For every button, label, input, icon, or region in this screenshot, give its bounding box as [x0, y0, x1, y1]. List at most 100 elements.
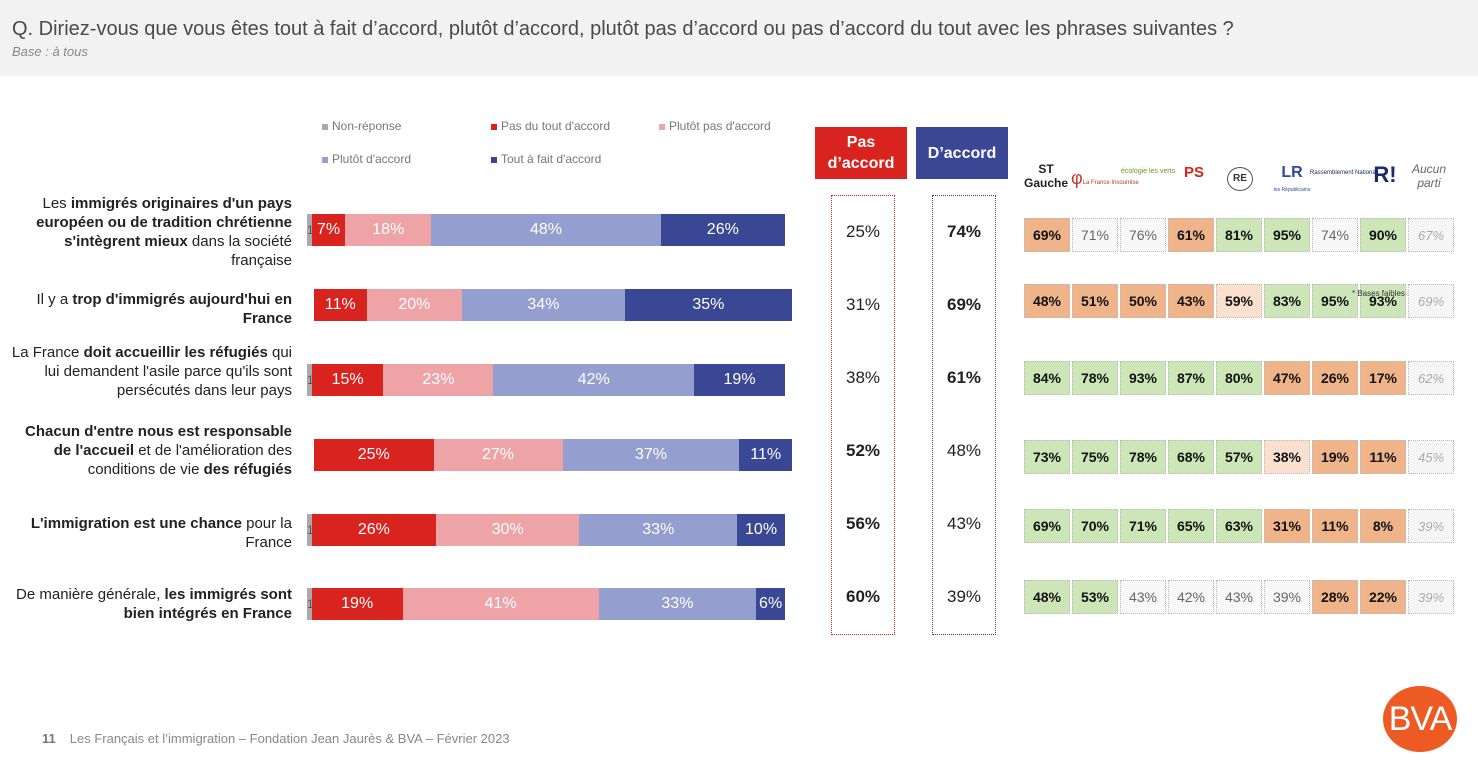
- party-cell: 90%: [1360, 218, 1406, 252]
- bar-segment: 10%: [737, 514, 785, 546]
- party-cell: 74%: [1312, 218, 1358, 252]
- stacked-bar: 1%15%23%42%19%: [307, 364, 792, 396]
- pas-daccord-header: Pas d’accord: [815, 127, 907, 179]
- party-cell: 69%: [1024, 509, 1070, 543]
- party-ps: PS: [1183, 164, 1204, 181]
- footer: 11 Les Français et l’immigration – Fondat…: [42, 731, 510, 746]
- party-cell: 63%: [1216, 509, 1262, 543]
- row-label-3: La France doit accueillir les réfugiés q…: [11, 344, 292, 399]
- party-st-gauche: ST Gauche: [1023, 162, 1068, 190]
- page-number: 11: [42, 731, 56, 746]
- bar-segment: 30%: [436, 514, 580, 546]
- pas-daccord-value: 31%: [845, 295, 881, 314]
- party-cell: 28%: [1312, 580, 1358, 614]
- legend-label: Pas du tout d'accord: [501, 119, 611, 133]
- pas-daccord-value: 60%: [845, 587, 881, 606]
- footer-text: Les Français et l’immigration – Fondatio…: [69, 731, 510, 746]
- party-cell: 78%: [1120, 440, 1166, 474]
- party-cell: 95%: [1264, 218, 1310, 252]
- party-rn: Rassemblement National: [1310, 170, 1378, 176]
- base-subtitle: Base : à tous: [12, 44, 88, 59]
- pas-daccord-value: 52%: [845, 441, 881, 460]
- daccord-value: 61%: [946, 368, 982, 387]
- party-cell: 43%: [1216, 580, 1262, 614]
- party-cell: 61%: [1168, 218, 1214, 252]
- party-cell: 71%: [1120, 509, 1166, 543]
- pas-daccord-value: 25%: [845, 222, 881, 241]
- stacked-bar: 11% 20% 34% 35%: [314, 289, 792, 321]
- legend-swatch: [491, 156, 497, 163]
- party-cell: 80%: [1216, 361, 1262, 395]
- party-cell: 53%: [1072, 580, 1118, 614]
- party-rec: R!: [1373, 162, 1397, 187]
- daccord-value: 74%: [946, 222, 982, 241]
- row-label-1: Les immigrés originaires d'un pays europ…: [36, 195, 292, 269]
- party-cell: 11%: [1360, 440, 1406, 474]
- daccord-value: 43%: [946, 514, 982, 533]
- party-cell: 45%: [1408, 440, 1454, 474]
- party-cell: 26%: [1312, 361, 1358, 395]
- row-label-5: L'immigration est une chance pour la Fra…: [30, 515, 292, 551]
- bar-segment: 33%: [598, 588, 757, 620]
- bar-segment: 15%: [311, 364, 384, 396]
- party-cell: 43%: [1120, 580, 1166, 614]
- party-cell: 42%: [1168, 580, 1214, 614]
- legend-swatch: [491, 123, 497, 130]
- bar-segment: 25%: [314, 439, 434, 471]
- bar-segment: 19%: [311, 588, 403, 620]
- legend-swatch: [322, 123, 328, 130]
- party-cell: 84%: [1024, 361, 1070, 395]
- bar-segment: 27%: [433, 439, 563, 471]
- party-lfi: φLa France Insoumise: [1071, 168, 1139, 189]
- party-cell: 69%: [1408, 284, 1454, 318]
- party-cell: 81%: [1216, 218, 1262, 252]
- party-cell: 65%: [1168, 509, 1214, 543]
- party-cell: 70%: [1072, 509, 1118, 543]
- legend-swatch: [322, 156, 328, 163]
- bar-segment: 26%: [311, 514, 437, 546]
- party-cell: 48%: [1024, 284, 1070, 318]
- legend-label: Plutôt pas d'accord: [669, 119, 771, 133]
- party-cell: 62%: [1408, 361, 1454, 395]
- bar-segment: 18%: [345, 214, 432, 246]
- row-label-6: De manière générale, les immigrés sont b…: [16, 586, 292, 622]
- bar-segment: 41%: [402, 588, 599, 620]
- party-cell: 19%: [1312, 440, 1358, 474]
- bva-logo: BVA: [1383, 686, 1457, 752]
- party-cell: 8%: [1360, 509, 1406, 543]
- bases-faibles-note: * Bases faibles: [1352, 289, 1405, 298]
- party-cell: 48%: [1024, 580, 1070, 614]
- party-cell: 75%: [1072, 440, 1118, 474]
- party-cell: 76%: [1120, 218, 1166, 252]
- party-cell: 47%: [1264, 361, 1310, 395]
- bar-segment: 48%: [431, 214, 661, 246]
- legend-plutot-pas: Plutôt pas d'accord: [659, 119, 771, 133]
- bar-segment: 20%: [366, 289, 463, 321]
- daccord-header: D’accord: [916, 127, 1008, 179]
- party-cell: 57%: [1216, 440, 1262, 474]
- party-cell: 31%: [1264, 509, 1310, 543]
- party-cell: 68%: [1168, 440, 1214, 474]
- party-cell: 83%: [1264, 284, 1310, 318]
- party-cell: 39%: [1408, 580, 1454, 614]
- bar-segment: 26%: [660, 214, 785, 246]
- party-cell: 93%: [1360, 284, 1406, 318]
- party-cell: 50%: [1120, 284, 1166, 318]
- party-cell: 22%: [1360, 580, 1406, 614]
- daccord-value: 69%: [946, 295, 982, 314]
- stacked-bar: 25% 27% 37% 11%: [314, 439, 792, 471]
- bar-segment: 23%: [383, 364, 494, 396]
- party-cell: 39%: [1264, 580, 1310, 614]
- question-title: Q. Diriez-vous que vous êtes tout à fait…: [12, 18, 1234, 40]
- bar-segment: 11%: [739, 439, 792, 471]
- stacked-bar: 1%19%41%33%6%: [307, 588, 792, 620]
- legend-non-reponse: Non-réponse: [322, 119, 401, 133]
- party-cell: 93%: [1120, 361, 1166, 395]
- bar-segment: 19%: [694, 364, 785, 396]
- lfi-logo-icon: φ: [1071, 168, 1083, 188]
- stacked-bar: 1%7%18%48%26%: [307, 214, 792, 246]
- party-cell: 87%: [1168, 361, 1214, 395]
- party-cell: 71%: [1072, 218, 1118, 252]
- pas-daccord-value: 56%: [845, 514, 881, 533]
- legend-label: Tout à fait d'accord: [501, 152, 602, 166]
